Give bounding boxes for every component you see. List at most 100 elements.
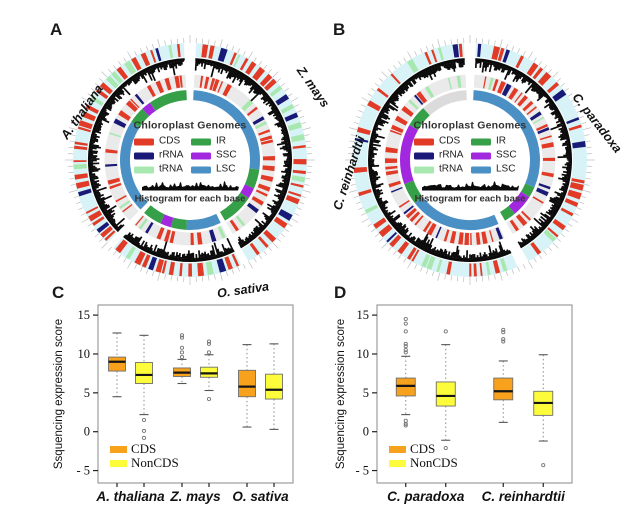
svg-text:CDS: CDS: [410, 441, 435, 456]
boxplot-d: 15 10 5 0 - 5 Ssquencing expression score C. p…: [335, 304, 573, 504]
svg-text:Z. mays: Z. mays: [169, 489, 221, 504]
gene-blocks-inner: [135, 215, 226, 245]
y-axis-label: Ssquencing expression score: [335, 319, 347, 469]
chloroplast-legend-grid: CDS IR rRNA SSC tRNA LSC: [134, 135, 246, 175]
box-noncds-creinhardtii: [533, 354, 554, 487]
box-cds-osativa: [238, 344, 256, 487]
gene-blocks-outer: [353, 43, 508, 277]
gene-blocks-inner: [199, 75, 275, 232]
legend-item-ir: IR: [471, 136, 526, 147]
coverage-histogram-ring: [88, 58, 185, 233]
coverage-histogram-ring: [194, 58, 292, 249]
circos-center-legend-b: Chloroplast Genomes CDS IR rRNA SSC tRNA LSC Hi…: [406, 120, 534, 205]
boxes: [395, 316, 554, 487]
panel-b-letter: B: [333, 20, 346, 39]
region-ring: [400, 90, 499, 230]
svg-text:- 5: - 5: [355, 464, 369, 478]
rrna-color-swatch: [134, 152, 154, 159]
x-axis-labels: C. paradoxa C. reinhardtii: [387, 489, 565, 504]
svg-text:15: 15: [78, 308, 91, 322]
boxplot-c: 15 10 5 0 - 5 Ssquencing expression score A. t…: [53, 304, 294, 504]
gene-ring-outer-band: [353, 43, 518, 277]
outer-tick-ring: [65, 35, 315, 285]
gene-blocks-outer: [73, 43, 181, 241]
legend-item-label: rRNA: [159, 149, 184, 161]
ir-color-swatch: [471, 138, 491, 145]
coverage-histogram-ring: [368, 58, 512, 262]
legend-item-rrna: rRNA: [134, 149, 189, 161]
region-ring: [144, 205, 221, 230]
svg-text:A. thaliana: A. thaliana: [95, 489, 165, 504]
gene-blocks-outer: [115, 239, 240, 277]
box-noncds-athaliana: [135, 334, 153, 487]
panel-d-letter: D: [334, 283, 347, 302]
svg-text:10: 10: [78, 347, 91, 361]
gene-ring-inner-band: [133, 214, 228, 246]
legend-item-label: rRNA: [439, 149, 464, 161]
region-ring: [192, 90, 260, 221]
gene-blocks-inner: [105, 75, 183, 213]
svg-text:CDS: CDS: [131, 441, 156, 456]
chloroplast-legend-grid: CDS IR rRNA SSC tRNA LSC: [414, 136, 526, 175]
box-cds-zmays: [173, 333, 191, 487]
legend-item-label: LSC: [496, 163, 516, 175]
legend-item-ssc: SSC: [191, 150, 246, 161]
trna-color-swatch: [414, 166, 434, 173]
lsc-color-swatch: [191, 166, 211, 173]
box-noncds-cparadoxa: [435, 329, 456, 487]
legend-item-ir: IR: [191, 135, 246, 147]
legend-item-label: SSC: [496, 149, 517, 161]
svg-text:O. sativa: O. sativa: [232, 489, 289, 504]
box-noncds-zmays: [200, 339, 218, 487]
boxes: [108, 332, 283, 487]
legend-item-trna: tRNA: [134, 164, 189, 175]
svg-text:C. paradoxa: C. paradoxa: [387, 489, 465, 504]
svg-text:Ssquencing expression score: Ssquencing expression score: [335, 319, 347, 469]
legend-item-label: IR: [216, 135, 226, 147]
chloroplast-legend-title: Chloroplast Genomes: [133, 119, 247, 132]
gene-ring-outer-band: [195, 43, 307, 262]
box-cds-athaliana: [108, 332, 126, 487]
y-axis: 15 10 5 0 - 5: [76, 308, 98, 478]
gene-blocks-inner: [385, 75, 503, 245]
svg-text:5: 5: [84, 386, 90, 400]
svg-text:0: 0: [363, 425, 369, 439]
region-ring: [473, 90, 540, 221]
legend-item-lsc: LSC: [191, 163, 246, 175]
legend-item-lsc: LSC: [471, 163, 526, 175]
histogram-icon: [142, 181, 239, 191]
histogram-caption: Histogram for each base: [414, 193, 526, 205]
box-noncds-osativa: [265, 343, 283, 487]
circos-plot-b: [345, 35, 595, 285]
legend-item-label: CDS: [159, 135, 181, 147]
circos-plot-a: [65, 35, 315, 285]
coverage-histogram-ring: [474, 58, 572, 249]
svg-text:5: 5: [363, 386, 369, 400]
legend-item-label: LSC: [216, 163, 236, 175]
rrna-color-swatch: [414, 152, 434, 159]
outer-tick-ring: [345, 35, 595, 285]
legend-item-cds: CDS: [414, 136, 469, 147]
lsc-color-swatch: [471, 166, 491, 173]
cds-color-swatch: [414, 138, 434, 145]
y-axis: 15 10 5 0 - 5: [355, 308, 377, 478]
plot-frame: [376, 304, 573, 484]
panel-a-letter: A: [50, 20, 63, 39]
gene-blocks-outer: [477, 43, 586, 255]
gene-ring-outer-band: [73, 43, 185, 243]
x-axis-labels: A. thaliana Z. mays O. sativa: [95, 489, 289, 504]
box-cds-cparadoxa: [395, 316, 416, 487]
y-axis-label: Ssquencing expression score: [53, 319, 65, 469]
panel-c-letter: C: [52, 283, 65, 302]
histogram-caption: Histogram for each base: [134, 193, 246, 205]
ir-color-swatch: [191, 138, 211, 145]
gene-blocks-inner: [483, 76, 555, 232]
gene-ring-outer-band: [475, 43, 587, 262]
legend-item-label: tRNA: [439, 163, 463, 175]
legend-item-trna: tRNA: [414, 163, 469, 175]
svg-text:C. reinhardtii: C. reinhardtii: [482, 489, 566, 504]
svg-text:10: 10: [357, 347, 370, 361]
